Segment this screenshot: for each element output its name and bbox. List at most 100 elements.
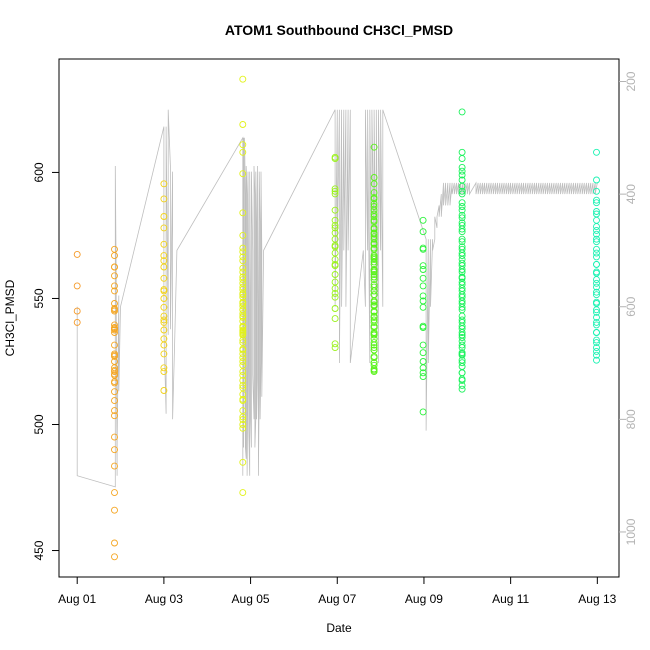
- data-point: [239, 302, 247, 310]
- data-point: [458, 359, 466, 367]
- data-point: [593, 226, 600, 234]
- data-point: [111, 287, 118, 295]
- data-point: [111, 539, 118, 547]
- data-point: [331, 260, 339, 268]
- data-point: [331, 190, 339, 198]
- data-point: [458, 334, 466, 341]
- data-point: [638, 225, 644, 231]
- data-point: [239, 231, 247, 239]
- data-point: [593, 356, 600, 364]
- data-point: [111, 379, 118, 387]
- data-point: [160, 180, 168, 188]
- data-point: [370, 291, 378, 299]
- data-point: [458, 176, 466, 184]
- data-point: [239, 170, 247, 178]
- data-point: [419, 292, 427, 300]
- data-point: [331, 187, 339, 195]
- data-point: [593, 235, 600, 243]
- y-tick-label: 550: [32, 288, 46, 308]
- y-tick-label: 600: [32, 162, 46, 182]
- data-point: [160, 263, 168, 271]
- data-point: [370, 143, 378, 151]
- data-point: [593, 249, 600, 257]
- data-point: [370, 301, 378, 309]
- data-point: [239, 368, 247, 376]
- data-point: [331, 221, 339, 229]
- data-point: [370, 253, 378, 261]
- data-point: [638, 288, 644, 294]
- data-point: [593, 279, 600, 287]
- data-point: [593, 260, 600, 268]
- data-point: [458, 219, 466, 227]
- data-point: [331, 293, 339, 301]
- x-tick-label: Aug 13: [578, 592, 616, 606]
- data-point: [331, 284, 339, 292]
- points-layer: [73, 75, 644, 561]
- data-point: [638, 280, 644, 286]
- data-point: [638, 256, 644, 262]
- y2-tick-label: 800: [624, 409, 638, 429]
- data-point: [419, 228, 427, 236]
- data-point: [370, 233, 378, 241]
- data-point: [458, 381, 466, 389]
- data-point: [111, 341, 118, 349]
- data-point: [331, 315, 339, 323]
- data-point: [239, 286, 247, 294]
- data-point: [331, 155, 339, 163]
- data-point: [239, 326, 247, 334]
- data-point: [111, 368, 118, 376]
- x-tick-label: Aug 07: [318, 592, 356, 606]
- data-point: [458, 259, 466, 267]
- data-point: [239, 395, 247, 403]
- data-point: [111, 371, 118, 379]
- data-point: [160, 326, 168, 334]
- data-point: [593, 238, 600, 246]
- data-point: [419, 266, 427, 273]
- data-point: [160, 240, 168, 248]
- data-point: [370, 308, 378, 316]
- data-point: [111, 407, 118, 415]
- data-point: [370, 180, 378, 188]
- data-point: [111, 282, 118, 290]
- y-tick-label: 450: [32, 540, 46, 560]
- data-point: [239, 489, 247, 497]
- data-point: [593, 223, 600, 231]
- data-point: [239, 424, 247, 432]
- data-point: [239, 121, 247, 128]
- y-axis-label: CH3Cl_PMSD: [3, 279, 17, 356]
- x-tick-label: Aug 09: [405, 592, 443, 606]
- data-point: [593, 339, 600, 347]
- data-point: [160, 303, 168, 311]
- data-point: [331, 185, 339, 193]
- data-point: [419, 303, 427, 311]
- data-point: [370, 258, 378, 266]
- data-point: [239, 273, 247, 281]
- data-point: [593, 230, 600, 238]
- data-point: [239, 148, 247, 156]
- data-point: [419, 373, 427, 381]
- data-point: [458, 108, 466, 116]
- plot-frame: [58, 58, 620, 578]
- data-point: [160, 195, 168, 203]
- data-point: [239, 268, 247, 276]
- data-point: [160, 252, 168, 260]
- x-tick-label: Aug 03: [145, 592, 183, 606]
- data-point: [111, 397, 118, 405]
- data-point: [419, 341, 427, 349]
- data-point: [370, 287, 378, 295]
- data-point: [638, 219, 644, 225]
- data-point: [593, 291, 600, 299]
- data-point: [458, 252, 466, 260]
- data-point: [593, 245, 600, 253]
- x-tick-label: Aug 11: [492, 592, 529, 606]
- data-point: [458, 228, 466, 236]
- data-point: [111, 553, 118, 561]
- data-point: [419, 245, 427, 253]
- data-point: [458, 235, 466, 243]
- data-point: [239, 354, 247, 362]
- data-point: [458, 171, 466, 179]
- data-point: [239, 416, 247, 423]
- y2-tick-label: 600: [624, 296, 638, 316]
- data-point: [419, 364, 427, 372]
